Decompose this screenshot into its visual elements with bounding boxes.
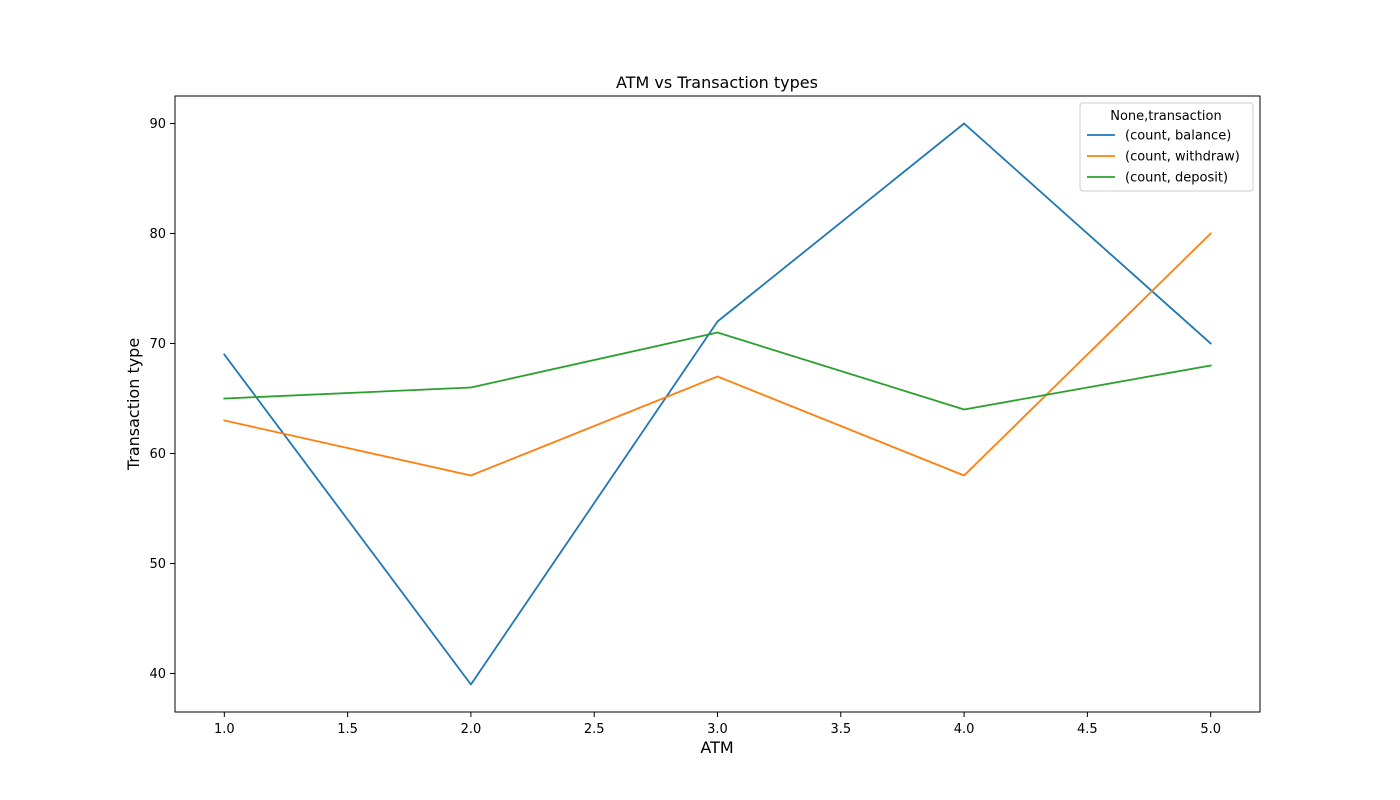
legend-entry: (count, deposit) [1125,171,1228,186]
x-tick-label: 4.5 [1077,722,1098,737]
y-tick-label: 90 [149,117,166,132]
x-tick-label: 1.5 [337,722,358,737]
legend-title: None,transaction [1110,109,1221,124]
legend-entry: (count, balance) [1125,129,1231,144]
y-tick-label: 80 [149,227,166,242]
x-tick-label: 4.0 [954,722,975,737]
series-line-2 [223,331,1212,411]
legend-items: (count, balance) (count, withdraw) (count,… [1087,129,1240,186]
x-tick-label: 3.0 [707,722,728,737]
y-tick-label: 70 [149,337,166,352]
plot-area-frame [174,95,1261,713]
series-line-0 [223,122,1212,686]
x-tick-label: 2.0 [461,722,482,737]
y-tick-label: 40 [149,667,166,682]
y-axis-label: Transaction type [124,338,143,471]
legend: None,transaction (count, balance)(count,… [1079,102,1254,192]
y-axis-ticks: 40 50 60 70 80 90 [149,117,175,682]
y-tick-label: 50 [149,557,166,572]
series-lines [223,122,1212,686]
x-axis-ticks: 1.0 1.5 2.0 2.5 3.0 3.5 4.0 4.5 5.0 [214,712,1221,737]
y-tick-label: 60 [149,447,166,462]
chart-title: ATM vs Transaction types [616,73,818,92]
legend-box [1079,102,1254,192]
x-axis-label: ATM [700,738,733,757]
x-tick-label: 5.0 [1200,722,1221,737]
x-tick-label: 3.5 [830,722,851,737]
x-tick-label: 1.0 [214,722,235,737]
x-tick-label: 2.5 [584,722,605,737]
series-line-1 [223,232,1212,477]
legend-entry: (count, withdraw) [1125,150,1240,165]
